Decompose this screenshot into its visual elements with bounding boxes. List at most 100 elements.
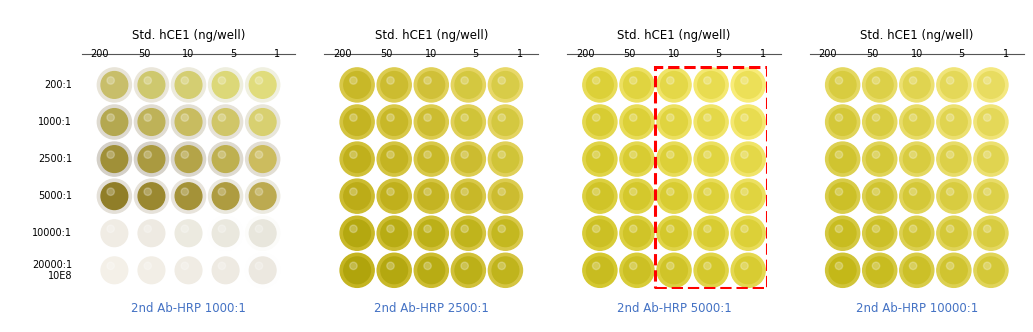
Circle shape	[946, 225, 953, 232]
Circle shape	[171, 253, 206, 288]
Circle shape	[181, 225, 189, 232]
Circle shape	[492, 109, 519, 135]
Circle shape	[620, 142, 654, 176]
Circle shape	[734, 183, 761, 209]
Circle shape	[694, 142, 728, 176]
Circle shape	[176, 146, 201, 172]
Circle shape	[629, 114, 637, 121]
Circle shape	[176, 257, 201, 284]
Circle shape	[734, 220, 761, 247]
Text: 5: 5	[958, 49, 965, 59]
Circle shape	[386, 188, 395, 196]
Circle shape	[836, 151, 843, 158]
Circle shape	[451, 216, 486, 250]
Circle shape	[593, 225, 600, 232]
Circle shape	[424, 151, 432, 158]
Circle shape	[492, 183, 519, 209]
Circle shape	[255, 188, 262, 196]
Circle shape	[377, 216, 411, 250]
Text: 2500:1: 2500:1	[38, 154, 72, 164]
Circle shape	[97, 68, 131, 102]
Circle shape	[940, 183, 967, 209]
Circle shape	[661, 257, 687, 284]
Circle shape	[593, 77, 600, 84]
Circle shape	[900, 105, 934, 139]
Circle shape	[97, 105, 131, 139]
Circle shape	[424, 188, 432, 196]
Circle shape	[657, 142, 691, 176]
Circle shape	[904, 257, 930, 284]
Circle shape	[836, 114, 843, 121]
Circle shape	[587, 257, 614, 284]
Circle shape	[829, 146, 856, 172]
Circle shape	[829, 109, 856, 135]
Circle shape	[209, 105, 243, 139]
Text: 5: 5	[472, 49, 479, 59]
Circle shape	[863, 68, 897, 102]
Circle shape	[377, 142, 411, 176]
Circle shape	[381, 257, 408, 284]
Circle shape	[138, 183, 165, 209]
Circle shape	[455, 109, 481, 135]
Text: 5: 5	[715, 49, 722, 59]
Circle shape	[697, 220, 724, 247]
Circle shape	[734, 109, 761, 135]
Circle shape	[344, 257, 371, 284]
Circle shape	[134, 105, 168, 139]
Circle shape	[209, 68, 243, 102]
Circle shape	[825, 68, 859, 102]
Text: 10000:1: 10000:1	[32, 228, 72, 238]
Circle shape	[246, 216, 280, 250]
Circle shape	[657, 179, 691, 213]
Circle shape	[587, 146, 614, 172]
Circle shape	[909, 225, 917, 232]
Circle shape	[498, 151, 505, 158]
Circle shape	[731, 216, 765, 250]
Circle shape	[703, 77, 711, 84]
Circle shape	[666, 188, 675, 196]
Circle shape	[455, 72, 481, 98]
Circle shape	[451, 105, 486, 139]
Circle shape	[937, 142, 971, 176]
Circle shape	[829, 183, 856, 209]
Circle shape	[424, 225, 432, 232]
Circle shape	[731, 68, 765, 102]
Circle shape	[418, 109, 444, 135]
Circle shape	[974, 68, 1008, 102]
Circle shape	[583, 105, 617, 139]
Text: 50: 50	[624, 49, 635, 59]
Circle shape	[900, 142, 934, 176]
Circle shape	[741, 262, 748, 270]
Circle shape	[377, 105, 411, 139]
Circle shape	[107, 114, 115, 121]
Circle shape	[836, 188, 843, 196]
Circle shape	[624, 257, 651, 284]
Circle shape	[904, 109, 930, 135]
Circle shape	[872, 77, 880, 84]
Circle shape	[666, 151, 675, 158]
Circle shape	[731, 253, 765, 288]
Circle shape	[350, 225, 357, 232]
Circle shape	[212, 183, 239, 209]
Circle shape	[983, 151, 991, 158]
Circle shape	[350, 262, 357, 270]
Circle shape	[697, 109, 724, 135]
Circle shape	[624, 183, 651, 209]
Circle shape	[904, 183, 930, 209]
Circle shape	[909, 188, 917, 196]
Circle shape	[620, 105, 654, 139]
Circle shape	[731, 105, 765, 139]
Text: 1: 1	[760, 49, 765, 59]
Circle shape	[937, 253, 971, 288]
Circle shape	[249, 109, 276, 135]
Circle shape	[587, 109, 614, 135]
Text: 10: 10	[426, 49, 437, 59]
Circle shape	[624, 109, 651, 135]
Circle shape	[872, 225, 880, 232]
Circle shape	[340, 105, 374, 139]
Text: 50: 50	[138, 49, 150, 59]
Circle shape	[937, 105, 971, 139]
Circle shape	[666, 225, 675, 232]
Circle shape	[107, 151, 115, 158]
Text: 200: 200	[91, 49, 108, 59]
